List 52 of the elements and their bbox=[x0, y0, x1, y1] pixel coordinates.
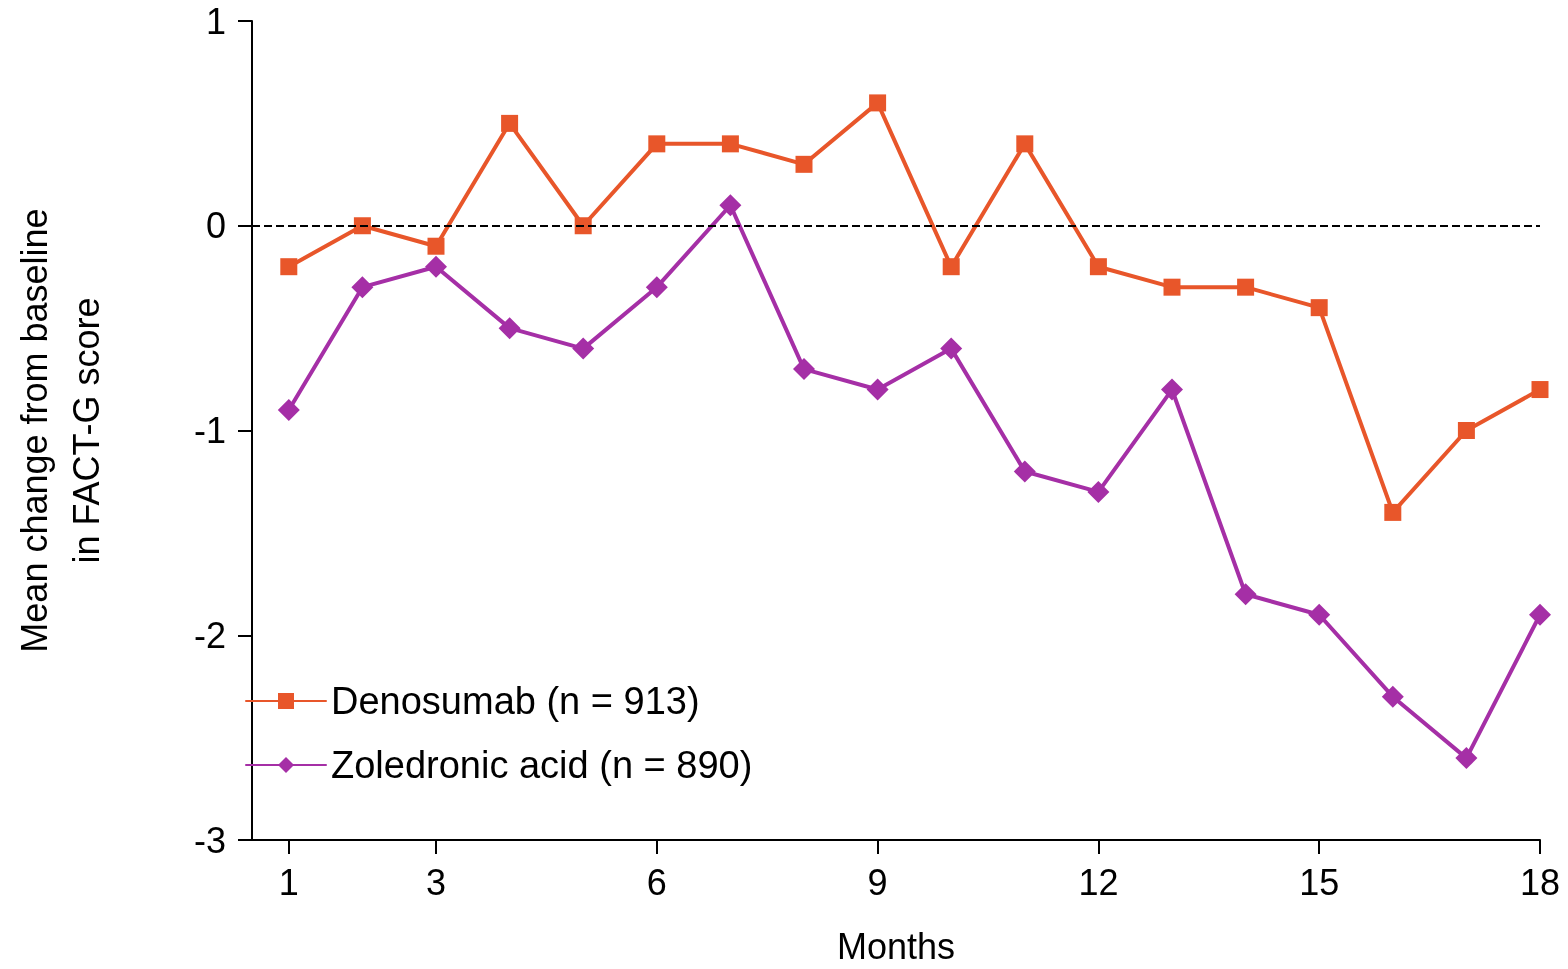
point bbox=[866, 378, 889, 401]
point bbox=[574, 217, 592, 235]
point bbox=[721, 135, 739, 153]
y-tick-label: 0 bbox=[205, 205, 226, 247]
point bbox=[1455, 747, 1478, 770]
point bbox=[1089, 258, 1107, 276]
point bbox=[1308, 603, 1331, 626]
y-tick-label: -3 bbox=[193, 819, 226, 861]
point bbox=[353, 217, 371, 235]
x-tick-label: 15 bbox=[1299, 861, 1340, 903]
point bbox=[940, 337, 963, 360]
x-tick-label: 6 bbox=[646, 861, 667, 903]
point bbox=[719, 194, 742, 217]
point bbox=[277, 399, 300, 422]
point bbox=[427, 237, 445, 255]
x-tick-label: 18 bbox=[1519, 861, 1561, 903]
point bbox=[869, 94, 887, 112]
point bbox=[351, 276, 374, 299]
point bbox=[1457, 422, 1475, 439]
point bbox=[1531, 381, 1549, 399]
point bbox=[645, 276, 668, 299]
x-axis-title: Months bbox=[836, 925, 956, 967]
point bbox=[1163, 278, 1181, 296]
point bbox=[1087, 480, 1110, 503]
legend-label: Zoledronic acid (n = 890) bbox=[331, 744, 753, 786]
y-tick-label: -1 bbox=[193, 410, 226, 451]
point bbox=[648, 135, 666, 153]
point bbox=[1381, 685, 1404, 708]
x-tick-label: 12 bbox=[1078, 861, 1119, 903]
x-tick-label: 3 bbox=[425, 861, 447, 903]
y-tick-label: -2 bbox=[193, 614, 226, 656]
point bbox=[498, 317, 521, 340]
point bbox=[425, 255, 447, 278]
point bbox=[1310, 299, 1328, 317]
point bbox=[1237, 278, 1255, 296]
point bbox=[1013, 460, 1036, 483]
point bbox=[572, 337, 595, 360]
x-tick-label: 9 bbox=[867, 861, 888, 903]
point bbox=[1529, 603, 1551, 626]
point bbox=[793, 358, 815, 381]
point bbox=[795, 155, 813, 173]
point bbox=[280, 258, 298, 276]
y-axis-title: Mean change from baseline in FACT-G score bbox=[13, 208, 107, 653]
point bbox=[1234, 583, 1257, 606]
point bbox=[1016, 135, 1034, 153]
x-tick-label: 1 bbox=[278, 861, 299, 903]
point bbox=[1161, 378, 1183, 401]
point bbox=[942, 258, 960, 276]
y-tick-label: 1 bbox=[205, 0, 226, 42]
legend-label: Denosumab (n = 913) bbox=[331, 680, 700, 722]
point bbox=[1384, 503, 1402, 521]
point bbox=[501, 114, 519, 132]
